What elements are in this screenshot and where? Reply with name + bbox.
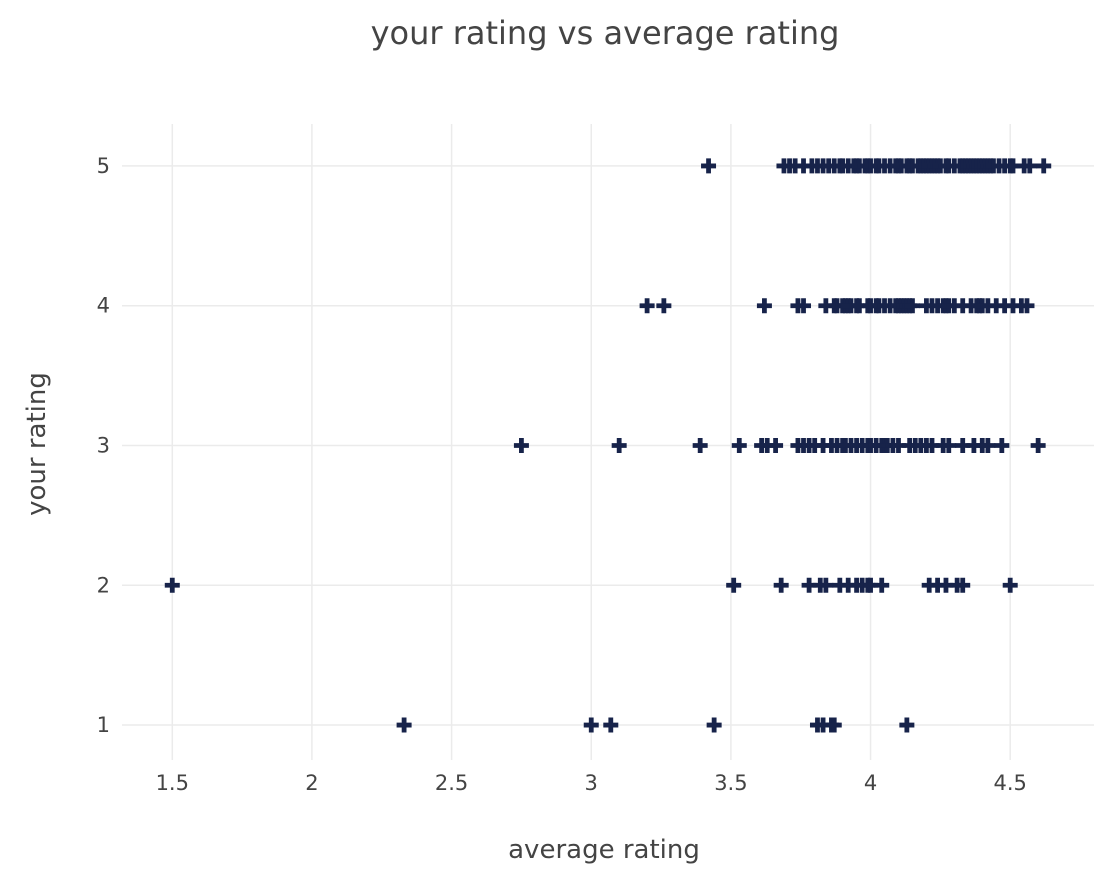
- data-point: [603, 717, 619, 733]
- x-tick-label: 3: [585, 771, 598, 795]
- y-tick-label: 1: [97, 713, 110, 737]
- data-point: [759, 437, 775, 453]
- data-point: [1005, 158, 1021, 174]
- data-point: [768, 437, 784, 453]
- x-tick-label: 2: [305, 771, 318, 795]
- data-point: [815, 437, 831, 453]
- data-point: [863, 577, 879, 593]
- x-tick-label: 4.5: [994, 771, 1027, 795]
- data-point: [994, 437, 1010, 453]
- data-point: [801, 577, 817, 593]
- data-point: [955, 298, 971, 314]
- data-point: [921, 577, 937, 593]
- data-point: [980, 298, 996, 314]
- data-point: [924, 437, 940, 453]
- data-point: [796, 158, 812, 174]
- data-point: [815, 717, 831, 733]
- data-point: [840, 577, 856, 593]
- data-point: [890, 437, 906, 453]
- data-point: [807, 437, 823, 453]
- data-point: [988, 298, 1004, 314]
- x-axis-label: average rating: [508, 835, 700, 865]
- data-point: [773, 577, 789, 593]
- data-point: [396, 717, 412, 733]
- data-point: [1019, 298, 1035, 314]
- data-point: [701, 158, 717, 174]
- data-point: [1022, 158, 1038, 174]
- data-point: [756, 298, 772, 314]
- data-point: [1030, 437, 1046, 453]
- data-point: [513, 437, 529, 453]
- data-point: [826, 717, 842, 733]
- data-point: [796, 298, 812, 314]
- data-point: [1005, 298, 1021, 314]
- data-point: [731, 437, 747, 453]
- data-point: [851, 298, 867, 314]
- data-point: [818, 298, 834, 314]
- data-point: [1002, 577, 1018, 593]
- data-point: [874, 577, 890, 593]
- data-point: [164, 577, 180, 593]
- x-axis-ticks: 1.5 2 2.5 3 3.5 4 4.5: [156, 771, 1027, 795]
- data-point: [997, 298, 1013, 314]
- data-point: [583, 717, 599, 733]
- data-point: [726, 577, 742, 593]
- y-tick-label: 3: [97, 433, 110, 457]
- y-tick-label: 5: [97, 154, 110, 178]
- data-point: [611, 437, 627, 453]
- data-point: [899, 717, 915, 733]
- y-axis-ticks: 1 2 3 4 5: [97, 154, 110, 737]
- data-point: [938, 577, 954, 593]
- data-point: [1036, 158, 1052, 174]
- data-point: [946, 298, 962, 314]
- data-point: [692, 437, 708, 453]
- data-point: [930, 577, 946, 593]
- data-point: [941, 437, 957, 453]
- data-point: [787, 158, 803, 174]
- y-tick-label: 2: [97, 573, 110, 597]
- data-point: [980, 437, 996, 453]
- data-point: [955, 437, 971, 453]
- data-point: [818, 577, 834, 593]
- chart-title: your rating vs average rating: [371, 14, 840, 52]
- data-point: [904, 298, 920, 314]
- x-tick-label: 4: [864, 771, 877, 795]
- data-point: [966, 437, 982, 453]
- x-tick-label: 1.5: [156, 771, 189, 795]
- x-tick-label: 3.5: [714, 771, 747, 795]
- data-point: [832, 577, 848, 593]
- y-tick-label: 4: [97, 294, 110, 318]
- data-points: [164, 158, 1052, 733]
- data-point: [639, 298, 655, 314]
- data-point: [955, 577, 971, 593]
- data-point: [706, 717, 722, 733]
- x-tick-label: 2.5: [435, 771, 468, 795]
- data-point: [656, 298, 672, 314]
- y-axis-label: your rating: [22, 372, 52, 516]
